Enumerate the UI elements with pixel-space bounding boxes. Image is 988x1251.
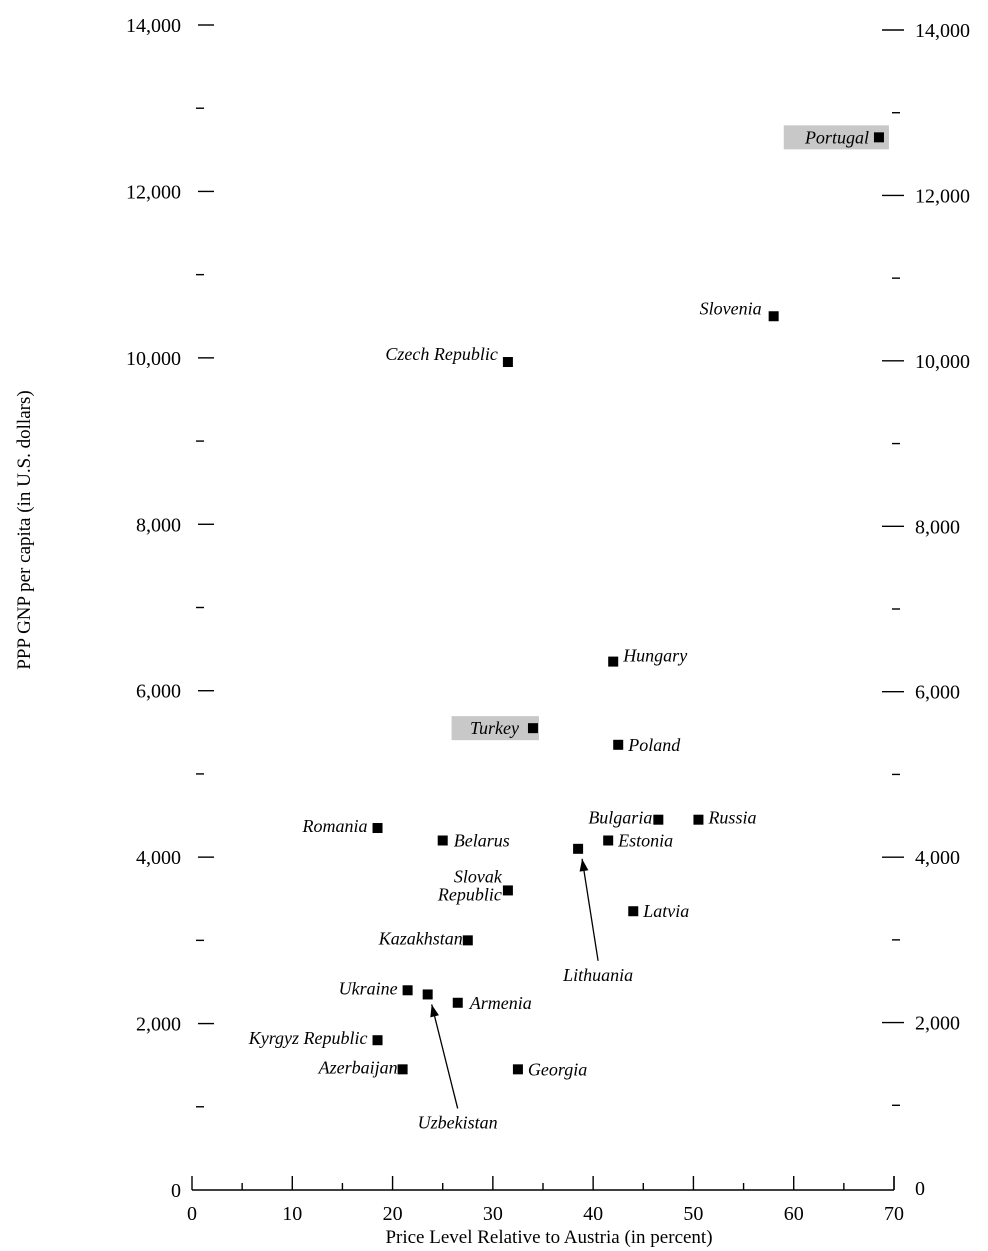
x-tick-label: 30 <box>483 1203 503 1225</box>
label-leader-line <box>431 1004 459 1109</box>
data-point <box>613 739 624 750</box>
data-point <box>527 723 538 734</box>
data-point <box>512 1064 523 1075</box>
point-label: Hungary <box>622 646 687 666</box>
y-tick-label: 0 <box>171 1180 181 1202</box>
data-point <box>402 985 413 996</box>
y-tick-label: 8,000 <box>136 514 181 536</box>
highlight-box <box>451 716 539 741</box>
data-labels: Portugal Slovenia Czech Republic Hungary Tur… <box>248 125 889 1132</box>
y-tick-label: 4,000 <box>136 847 181 869</box>
data-point <box>462 935 473 946</box>
point-label: Turkey <box>470 718 519 738</box>
data-point <box>502 885 513 896</box>
y-tick-label: 2,000 <box>136 1014 181 1036</box>
data-point <box>372 1035 383 1046</box>
right-y-tick-label: 12,000 <box>915 185 970 207</box>
x-tick-label: 60 <box>784 1203 804 1225</box>
point-label: Estonia <box>617 831 673 851</box>
y-tick-label: 14,000 <box>126 15 181 37</box>
y-tick-label: 10,000 <box>126 348 181 370</box>
right-y-tick-label: 0 <box>915 1178 925 1200</box>
highlight-box <box>783 125 889 150</box>
x-axis-title: Price Level Relative to Austria (in perc… <box>385 1227 712 1248</box>
data-point <box>422 989 433 1000</box>
right-y-tick-label: 4,000 <box>915 847 960 869</box>
point-label: Slovenia <box>700 298 762 318</box>
right-y-tick-label: 8,000 <box>915 516 960 538</box>
right-y-tick-label: 14,000 <box>915 20 970 42</box>
data-point <box>628 906 639 917</box>
point-label: Czech Republic <box>385 344 497 364</box>
label-leader-line <box>581 858 599 961</box>
right-y-tick-label: 10,000 <box>915 351 970 373</box>
x-tick-label: 0 <box>187 1203 197 1225</box>
point-label: Armenia <box>469 993 532 1013</box>
point-label: Romania <box>302 816 368 836</box>
right-y-tick-label: 2,000 <box>915 1013 960 1035</box>
point-label: Belarus <box>454 831 510 851</box>
point-label: Bulgaria <box>588 808 652 828</box>
arrowhead-icon <box>430 1004 439 1018</box>
data-point <box>372 823 383 834</box>
point-label: Georgia <box>528 1059 587 1079</box>
data-point <box>437 835 448 846</box>
data-point <box>693 814 704 825</box>
y-tick-label: 6,000 <box>136 681 181 703</box>
x-tick-label: 50 <box>683 1203 703 1225</box>
point-label-line: Slovak <box>454 866 503 886</box>
data-point <box>603 835 614 846</box>
point-label: Latvia <box>642 901 689 921</box>
data-point <box>452 997 463 1008</box>
x-tick-label: 20 <box>383 1203 403 1225</box>
y-tick-label: 12,000 <box>126 181 181 203</box>
x-tick-label: 10 <box>282 1203 302 1225</box>
data-point <box>502 357 513 368</box>
point-label: Slovak Republic <box>437 866 503 904</box>
point-label: Lithuania <box>562 965 633 985</box>
point-label: Kyrgyz Republic <box>248 1028 368 1048</box>
y-axis-title: PPP GNP per capita (in U.S. dollars) <box>14 390 35 669</box>
data-points <box>372 132 884 1075</box>
point-label-line: Republic <box>437 884 502 904</box>
point-label: Ukraine <box>339 978 398 998</box>
data-point <box>653 814 664 825</box>
data-point <box>608 656 619 667</box>
point-label: Uzbekistan <box>418 1112 498 1132</box>
right-y-tick-label: 6,000 <box>915 682 960 704</box>
point-label: Portugal <box>804 127 869 147</box>
x-tick-label: 40 <box>583 1203 603 1225</box>
point-label: Russia <box>707 808 756 828</box>
x-tick-label: 70 <box>884 1203 904 1225</box>
data-point <box>873 132 884 143</box>
data-point <box>397 1064 408 1075</box>
data-point <box>768 311 779 322</box>
data-point <box>573 843 584 854</box>
point-label: Kazakhstan <box>378 928 463 948</box>
axes: 0 10 20 30 40 50 60 70 0 2,000 4,000 6,000 8,000 10,0… <box>126 15 970 1225</box>
point-label: Poland <box>627 735 681 755</box>
arrowhead-icon <box>579 858 589 872</box>
point-label: Azerbaijan <box>318 1057 398 1077</box>
